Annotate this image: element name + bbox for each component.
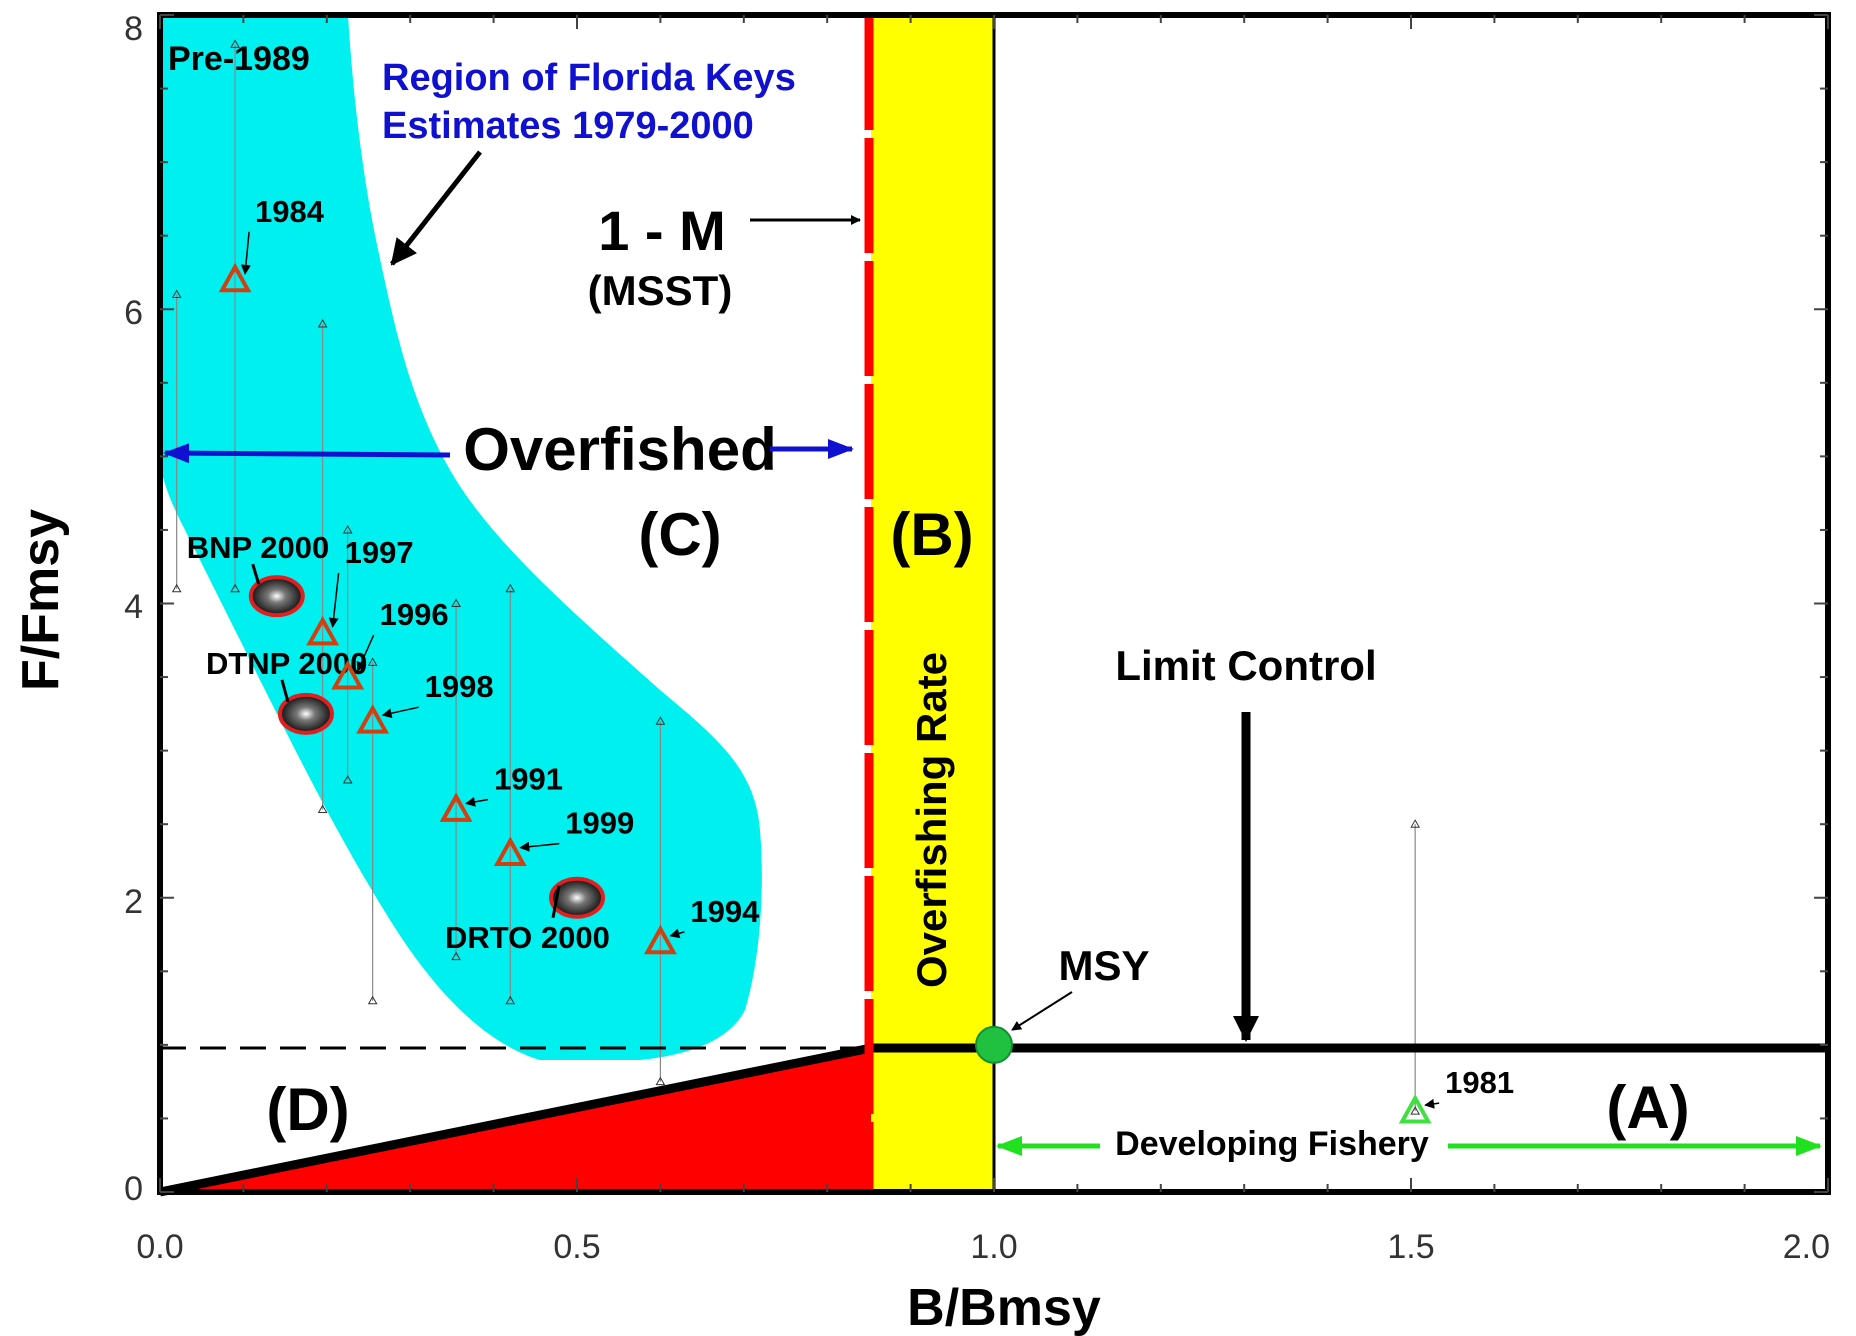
uncertainty-end-marker bbox=[317, 318, 328, 328]
estimate-label-1997: 1997 bbox=[345, 535, 414, 570]
estimate-label-1998: 1998 bbox=[425, 669, 494, 704]
estimate-point-1997 bbox=[306, 615, 340, 646]
estimate-label-1996: 1996 bbox=[380, 597, 449, 632]
uncertainty-end-marker bbox=[171, 289, 182, 299]
msy-point bbox=[975, 1025, 1013, 1064]
y-tick-label-4: 4 bbox=[124, 588, 143, 626]
msst-label: (MSST) bbox=[588, 267, 733, 314]
region-note-arrow bbox=[390, 150, 482, 266]
region-d-label: (D) bbox=[266, 1076, 349, 1143]
uncertainty-end-marker bbox=[505, 995, 516, 1005]
estimate-label-arrow bbox=[465, 796, 489, 807]
estimate-label-arrow bbox=[356, 634, 375, 672]
uncertainty-end-marker bbox=[367, 657, 378, 666]
x-tick-label-0: 0.0 bbox=[136, 1228, 183, 1266]
estimate-point-1984 bbox=[218, 262, 252, 293]
estimate-label-1984: 1984 bbox=[255, 194, 325, 229]
overfished-label: Overfished bbox=[463, 416, 776, 483]
uncertainty-end-marker bbox=[451, 598, 461, 607]
y-tick-label-0: 0 bbox=[124, 1170, 143, 1208]
y-tick-label-2: 2 bbox=[124, 883, 143, 921]
uncertainty-end-marker bbox=[342, 524, 353, 534]
x-tick-label-1.0: 1.0 bbox=[970, 1228, 1017, 1266]
y-tick-label-8: 8 bbox=[124, 10, 143, 48]
x-axis-title: B/Bmsy bbox=[907, 1279, 1101, 1336]
park-estimate-label: DRTO 2000 bbox=[445, 920, 610, 955]
axis-ticks bbox=[159, 14, 1829, 1193]
estimate-label-arrow bbox=[519, 841, 560, 852]
estimate-label-1991: 1991 bbox=[494, 761, 563, 796]
limit-control-label: Limit Control bbox=[1115, 642, 1376, 689]
park-estimate-oval bbox=[248, 575, 305, 618]
uncertainty-end-marker bbox=[505, 583, 516, 593]
uncertainty-end-marker bbox=[1410, 819, 1421, 828]
estimate-point-1991 bbox=[439, 792, 473, 822]
region-note-line2: Estimates 1979-2000 bbox=[382, 105, 754, 147]
overfishing-rate-label: Overfishing Rate bbox=[908, 652, 955, 988]
uncertainty-end-marker bbox=[230, 583, 240, 593]
uncertainty-end-marker bbox=[367, 995, 378, 1005]
estimate-label-1981: 1981 bbox=[1445, 1065, 1514, 1100]
uncertainty-end-marker bbox=[230, 39, 240, 48]
park-estimate-oval bbox=[549, 876, 605, 919]
estimate-label-1994: 1994 bbox=[690, 894, 760, 929]
florida-keys-region bbox=[160, 15, 762, 1060]
msy-label: MSY bbox=[1058, 942, 1149, 989]
park-label-leader bbox=[280, 679, 290, 703]
region-a-label: (A) bbox=[1606, 1074, 1689, 1141]
overfished-left-arrow bbox=[163, 443, 451, 464]
uncertainty-end-marker bbox=[1410, 1106, 1421, 1115]
estimate-label-arrow bbox=[240, 231, 251, 275]
park-estimate-label: BNP 2000 bbox=[187, 530, 329, 565]
x-tick-label-1.5: 1.5 bbox=[1387, 1228, 1434, 1266]
y-tick-label-6: 6 bbox=[124, 294, 143, 332]
estimate-point-1994 bbox=[644, 924, 677, 955]
uncertainty-end-marker bbox=[451, 951, 461, 961]
uncertainty-end-marker bbox=[317, 804, 328, 813]
region-b-label: (B) bbox=[890, 501, 973, 568]
estimate-point-1996 bbox=[331, 659, 365, 690]
x-tick-label-0.5: 0.5 bbox=[553, 1228, 600, 1266]
estimate-point-1999 bbox=[493, 836, 527, 867]
estimate-label-arrow bbox=[669, 928, 685, 939]
region-note-line1: Region of Florida Keys bbox=[382, 57, 796, 99]
estimate-label-arrow bbox=[381, 706, 419, 719]
msy-arrow bbox=[1011, 991, 1073, 1031]
estimate-point-1981 bbox=[1398, 1093, 1432, 1124]
estimate-label-arrow bbox=[1424, 1098, 1440, 1109]
estimate-label-arrow bbox=[328, 572, 340, 628]
one-minus-m-label: 1 - M bbox=[598, 199, 726, 262]
wedge-diagonal-line bbox=[159, 1043, 872, 1197]
uncertainty-end-marker bbox=[655, 716, 666, 725]
developing-fishery-label: Developing Fishery bbox=[1115, 1125, 1429, 1163]
pre-1989-label: Pre-1989 bbox=[168, 40, 310, 78]
park-label-leader bbox=[251, 563, 261, 585]
uncertainty-end-marker bbox=[655, 1076, 666, 1086]
uncertainty-end-marker bbox=[171, 583, 182, 593]
x-tick-label-2.0: 2.0 bbox=[1783, 1228, 1830, 1266]
estimate-point-1998 bbox=[356, 704, 390, 734]
estimate-label-1999: 1999 bbox=[565, 806, 634, 841]
overfishing-rate-band bbox=[871, 15, 994, 1192]
park-label-leader bbox=[551, 885, 561, 919]
y-axis-title: F/Fmsy bbox=[12, 509, 70, 691]
uncertainty-end-marker bbox=[342, 775, 353, 784]
park-estimate-oval bbox=[277, 692, 334, 735]
region-c-label: (C) bbox=[638, 501, 721, 568]
